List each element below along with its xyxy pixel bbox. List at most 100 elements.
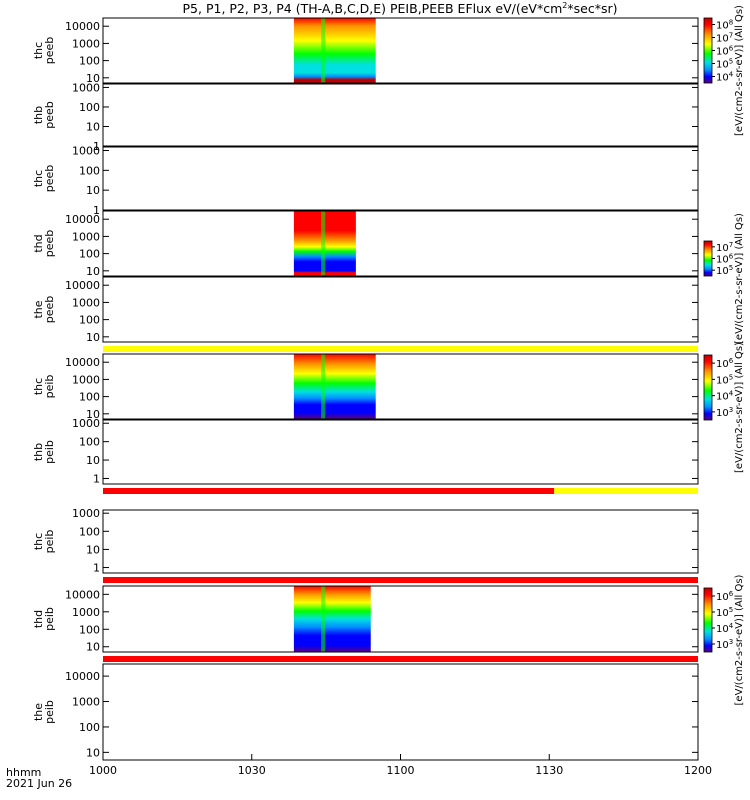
panel-frame <box>102 210 699 277</box>
y-axis-label: thc <box>32 533 45 550</box>
title-main: P5, P1, P2, P3, P4 (TH-A,B,C,D,E) PEIB,P… <box>183 1 563 16</box>
y-axis-label: thb <box>32 443 45 461</box>
y-axis-label: thc <box>32 378 45 395</box>
colorbar-label: [eV/(cm2-s-sr-eV)] (All Qs) <box>734 574 745 705</box>
status-band-yellow <box>554 488 698 494</box>
panel-frame <box>102 276 699 343</box>
y-tick-label: 100 <box>79 721 100 734</box>
status-band-red <box>103 488 555 494</box>
x-tick-label: 1000 <box>89 764 117 777</box>
y-axis-label: peeb <box>43 165 56 193</box>
colorbar-tick-label: 104 <box>716 390 734 403</box>
y-tick-label: 10 <box>86 120 100 133</box>
y-tick-label: 1 <box>93 562 100 575</box>
y-tick-label: 1000 <box>72 507 100 520</box>
y-axis-label: peeb <box>43 101 56 129</box>
y-tick-label: 1000 <box>72 37 100 50</box>
x-axis-label-line2: 2021 Jun 26 <box>6 777 72 790</box>
colorbar-tick-label: 105 <box>716 264 733 277</box>
y-axis-label: thd <box>32 610 45 628</box>
colorbar-label: [eV/(cm2-s-sr-eV)] (All Qs) <box>734 5 745 136</box>
y-tick-label: 1000 <box>72 230 100 243</box>
y-axis-label: peib <box>43 375 56 399</box>
colorbar-label: [eV/(cm2-s-sr-eV)] (All Qs) <box>734 213 745 344</box>
y-tick-label: 1000 <box>72 81 100 94</box>
y-axis-label: peib <box>43 700 56 724</box>
status-band-red <box>103 656 698 662</box>
y-axis-label: peeb <box>43 37 56 65</box>
y-tick-label: 1 <box>93 472 100 485</box>
spectrogram-feature <box>321 354 326 419</box>
y-axis-label: peeb <box>43 230 56 258</box>
y-tick-label: 10 <box>86 543 100 556</box>
y-tick-label: 100 <box>79 164 100 177</box>
colorbar-tick-label: 107 <box>716 241 733 254</box>
colorbar-tick-label: 104 <box>716 622 734 635</box>
colorbar-tick-label: 106 <box>716 357 734 370</box>
colorbar-scale <box>703 17 713 84</box>
y-axis-label: peib <box>43 530 56 554</box>
colorbar-scale <box>703 240 713 277</box>
chart-title: P5, P1, P2, P3, P4 (TH-A,B,C,D,E) PEIB,P… <box>183 1 618 16</box>
y-tick-label: 10000 <box>65 588 100 601</box>
y-axis-label: peeb <box>43 296 56 324</box>
colorbar-tick-label: 105 <box>716 606 733 619</box>
y-tick-label: 1 <box>93 204 100 217</box>
panel-frame <box>102 83 699 147</box>
colorbar-4: 106 105 104 103 [eV/(cm2-s-sr-eV)] (All Qs) <box>703 574 745 705</box>
y-tick-label: 100 <box>79 248 100 261</box>
y-axis-label: thc <box>32 42 45 59</box>
panels-layer: 10000100010010thcpeeb1000100101thbpeeb10… <box>32 17 699 761</box>
y-tick-label: 100 <box>79 101 100 114</box>
y-tick-label: 1000 <box>72 606 100 619</box>
y-tick-label: 10000 <box>65 213 100 226</box>
colorbar-tick-label: 103 <box>716 406 733 419</box>
y-tick-label: 10000 <box>65 356 100 369</box>
y-axis-label: peib <box>43 607 56 631</box>
spectrogram-block <box>293 586 371 652</box>
y-tick-label: 10000 <box>65 670 100 683</box>
spectrogram-block <box>293 354 376 419</box>
y-axis-label: thd <box>32 234 45 252</box>
spectrogram-feature <box>321 211 326 276</box>
colorbar-3: 106 105 104 103 [eV/(cm2-s-sr-eV)] (All Qs) <box>703 342 745 473</box>
y-tick-label: 10 <box>86 72 100 85</box>
spectrogram-feature <box>321 18 326 83</box>
x-axis: 1000 1030 1100 1130 1200 <box>89 754 712 777</box>
y-tick-label: 100 <box>79 436 100 449</box>
y-axis-label: peib <box>43 440 56 464</box>
colorbar-tick-label: 103 <box>716 638 733 651</box>
panel-frame <box>102 585 699 653</box>
panel-frame <box>102 146 699 211</box>
colorbar-label: [eV/(cm2-s-sr-eV)] (All Qs) <box>734 342 745 473</box>
y-tick-label: 10 <box>86 331 100 344</box>
y-tick-label: 100 <box>79 391 100 404</box>
colorbar-scale <box>703 587 713 653</box>
colorbar-scale <box>703 354 713 421</box>
colorbar-tick-label: 108 <box>716 19 733 32</box>
y-axis-label: the <box>32 300 45 318</box>
y-tick-label: 100 <box>79 525 100 538</box>
status-band-yellow <box>103 346 698 352</box>
colorbar-tick-label: 106 <box>716 253 734 266</box>
title-tail: *sec*sr) <box>567 1 617 16</box>
y-tick-label: 100 <box>79 314 100 327</box>
title-superscript: 2 <box>562 1 567 10</box>
y-tick-label: 1 <box>93 140 100 153</box>
y-tick-label: 10 <box>86 408 100 421</box>
y-tick-label: 1000 <box>72 373 100 386</box>
y-tick-label: 1000 <box>72 296 100 309</box>
y-tick-label: 10 <box>86 265 100 278</box>
